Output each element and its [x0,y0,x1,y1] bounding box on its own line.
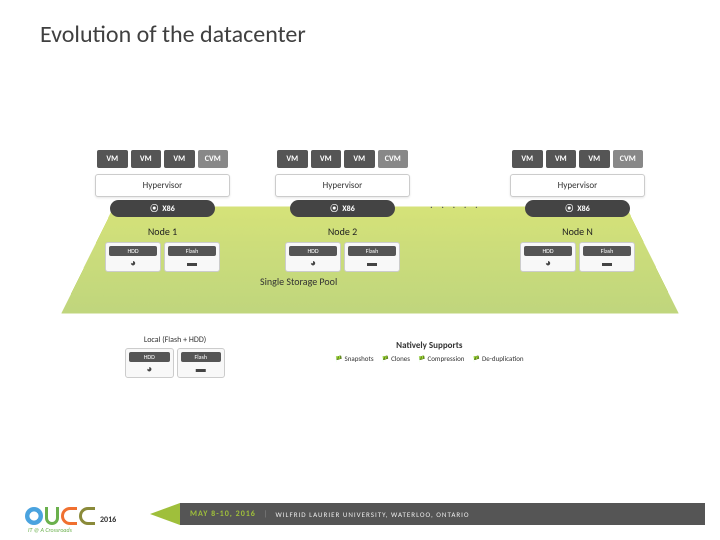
flash-label: Flash [583,246,631,256]
cvm-box: CVM [198,150,229,168]
natively-title: Natively Supports [335,340,524,351]
vm-box: VM [512,150,543,168]
storage-row: HDD ◕ Flash ▬ [110,348,240,378]
storage-pool-label: Single Storage Pool [260,275,337,288]
x86-label: X86 [162,204,175,214]
cvm-box: CVM [613,150,644,168]
vm-row: VM VM VM CVM [95,150,230,168]
disk-icon: ◕ [109,258,157,268]
logo-c-icon [61,507,77,525]
oucc-logo: 2016 [25,507,116,525]
storage-row: HDD ◕ Flash ▬ [510,242,645,272]
disk-icon: ◕ [129,364,170,374]
flash-icon: ▬ [348,258,396,268]
architecture-diagram: VM VM VM CVM Hypervisor X86 Node 1 HDD ◕ … [0,150,720,400]
logo-o-icon [25,507,43,525]
x86-label: X86 [342,204,355,214]
flash-tile: Flash ▬ [164,242,220,272]
node-n: VM VM VM CVM Hypervisor X86 Node N HDD ◕ … [510,150,645,272]
x86-badge: X86 [110,200,215,217]
flash-label: Flash [181,352,222,362]
feature-snapshots: Snapshots [335,354,374,363]
vm-box: VM [344,150,375,168]
vm-row: VM VM VM CVM [275,150,410,168]
hdd-label: HDD [129,352,170,362]
natively-supports: Natively Supports Snapshots Clones Compr… [335,340,524,363]
vm-box: VM [579,150,610,168]
flash-tile: Flash ▬ [177,348,226,378]
x86-badge: X86 [525,200,630,217]
x86-label: X86 [577,204,590,214]
storage-row: HDD ◕ Flash ▬ [95,242,230,272]
hdd-tile: HDD ◕ [285,242,341,272]
flash-tile: Flash ▬ [579,242,635,272]
logo-year: 2016 [100,515,116,525]
flash-icon: ▬ [168,258,216,268]
disk-icon: ◕ [289,258,337,268]
vm-box: VM [546,150,577,168]
hdd-label: HDD [289,246,337,256]
local-storage-callout: Local (Flash + HDD) HDD ◕ Flash ▬ [110,335,240,378]
hypervisor-layer: Hypervisor [95,174,230,197]
vm-box: VM [97,150,128,168]
page-title: Evolution of the datacenter [40,20,306,49]
vm-row: VM VM VM CVM [510,150,645,168]
hdd-tile: HDD ◕ [105,242,161,272]
hypervisor-layer: Hypervisor [275,174,410,197]
storage-row: HDD ◕ Flash ▬ [275,242,410,272]
footer-separator: | [264,509,268,519]
footer-bar-body: MAY 8-10, 2016 | WILFRID LAURIER UNIVERS… [180,503,705,525]
flash-icon: ▬ [181,364,222,374]
logo-tagline: IT @ A Crossroads [28,526,72,534]
footer-date: MAY 8-10, 2016 [190,509,256,519]
natively-items: Snapshots Clones Compression De-duplicat… [335,354,524,363]
vm-box: VM [311,150,342,168]
hypervisor-layer: Hypervisor [510,174,645,197]
hdd-label: HDD [109,246,157,256]
node-label: Node 2 [275,221,410,242]
node-1: VM VM VM CVM Hypervisor X86 Node 1 HDD ◕ … [95,150,230,272]
disk-icon: ◕ [524,258,572,268]
hdd-tile: HDD ◕ [125,348,174,378]
cvm-box: CVM [378,150,409,168]
feature-dedup: De-duplication [472,354,523,363]
vm-box: VM [131,150,162,168]
node-2: VM VM VM CVM Hypervisor X86 Node 2 HDD ◕ … [275,150,410,272]
flash-tile: Flash ▬ [344,242,400,272]
footer-venue: WILFRID LAURIER UNIVERSITY, WATERLOO, ON… [276,510,470,519]
callout-label: Local (Flash + HDD) [110,335,240,345]
logo-c2-icon [79,507,95,525]
node-label: Node 1 [95,221,230,242]
footer: 2016 IT @ A Crossroads MAY 8-10, 2016 | … [0,480,720,540]
flash-icon: ▬ [583,258,631,268]
vm-box: VM [164,150,195,168]
feature-clones: Clones [382,354,410,363]
vm-box: VM [277,150,308,168]
arrow-left-icon [150,503,180,525]
ellipsis-dots: . . . . . [430,198,481,211]
feature-compression: Compression [418,354,464,363]
flash-label: Flash [168,246,216,256]
footer-bar: MAY 8-10, 2016 | WILFRID LAURIER UNIVERS… [150,503,705,525]
flash-label: Flash [348,246,396,256]
hdd-label: HDD [524,246,572,256]
hdd-tile: HDD ◕ [520,242,576,272]
logo-u-icon [45,507,59,525]
node-label: Node N [510,221,645,242]
x86-badge: X86 [290,200,395,217]
